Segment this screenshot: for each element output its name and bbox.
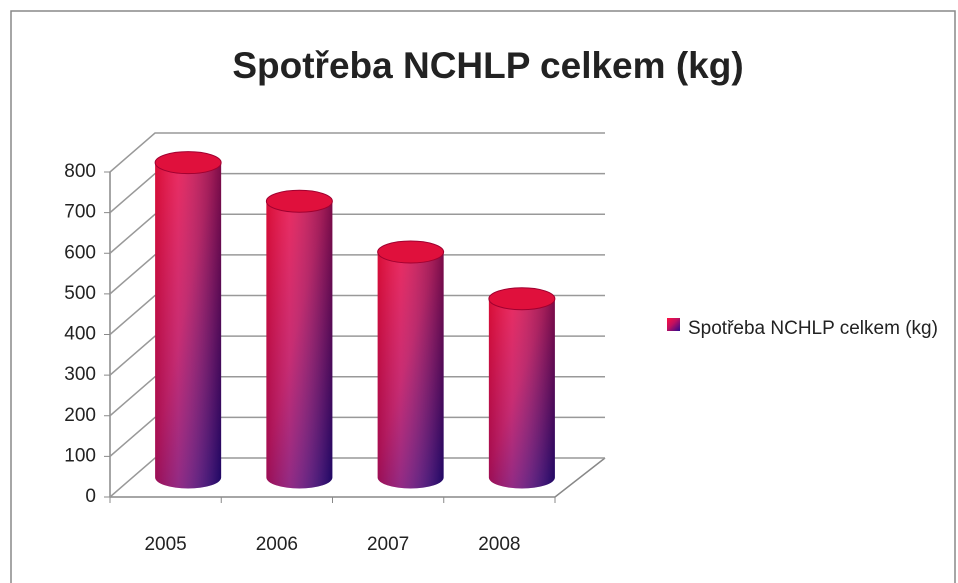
cylinder-top [488,287,556,311]
grid-line [109,132,605,173]
cylinder-top [377,240,445,264]
grid-line [109,416,605,457]
grid-line [109,213,605,254]
grid-line [109,172,605,214]
y-tick-label: 200 [64,405,96,426]
x-tick-label: 2007 [367,534,409,555]
y-tick-label: 800 [64,161,96,182]
cylinder [377,240,445,489]
cylinder-top [265,189,333,213]
cylinder-shade [266,201,333,489]
legend-swatch [667,318,680,331]
cylinder [488,287,556,489]
cylinder-shade [488,298,555,489]
cylinder [265,189,333,489]
grid-line [109,254,605,295]
x-tick-label: 2006 [256,534,298,555]
grid-line [109,457,605,498]
x-tick-label: 2008 [478,534,520,555]
grid-line [109,376,605,417]
cylinder [154,151,222,489]
y-tick-label: 100 [64,445,96,466]
legend-label: Spotřeba NCHLP celkem (kg) [688,318,938,339]
cylinder-shade [377,252,444,489]
y-tick-label: 400 [64,324,96,345]
cylinder-shade [155,162,222,489]
chart-title: Spotřeba NCHLP celkem (kg) [232,45,743,86]
y-tick-label: 700 [64,202,96,223]
grid-line [109,294,605,336]
x-tick-label: 2005 [144,534,186,555]
frame [10,10,956,583]
y-tick-label: 500 [64,283,96,304]
grid [104,132,606,503]
y-tick-label: 0 [85,486,96,507]
cylinder-top [154,151,222,175]
grid-line [109,335,605,376]
bars [154,151,556,489]
y-tick-label: 300 [64,364,96,385]
y-tick-label: 600 [64,242,96,263]
